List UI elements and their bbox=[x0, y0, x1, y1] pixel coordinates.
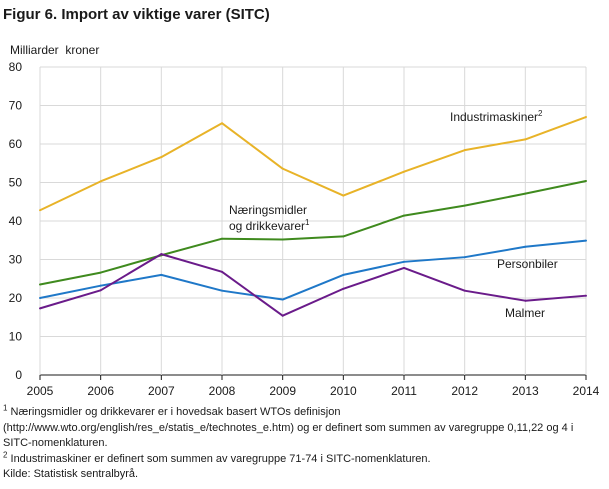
data-point bbox=[281, 314, 284, 317]
x-tick-label: 2009 bbox=[269, 384, 296, 398]
x-tick-label: 2007 bbox=[148, 384, 175, 398]
y-tick-label: 10 bbox=[9, 330, 23, 344]
data-point bbox=[39, 297, 41, 299]
data-point bbox=[160, 156, 163, 159]
y-tick-label: 0 bbox=[15, 368, 22, 382]
data-point bbox=[99, 284, 102, 287]
data-point bbox=[403, 266, 405, 269]
footnote-2-text: Industrimaskiner er definert som summen … bbox=[7, 452, 431, 465]
data-point bbox=[403, 170, 405, 173]
y-axis-label: Milliarder kroner bbox=[10, 43, 100, 57]
footnote-2: 2 Industrimaskiner er definert som summe… bbox=[3, 449, 603, 468]
source-note: Kilde: Statistisk sentralbyrå. bbox=[3, 468, 139, 480]
chart-title: Figur 6. Import av viktige varer (SITC) bbox=[3, 6, 270, 23]
footnote-2-mark: 2 bbox=[3, 449, 8, 459]
data-point bbox=[39, 283, 41, 286]
data-point bbox=[585, 179, 587, 182]
data-point bbox=[221, 122, 223, 125]
data-point bbox=[524, 245, 527, 248]
data-point bbox=[463, 256, 466, 259]
x-tick-label: 2011 bbox=[391, 384, 417, 398]
data-point bbox=[39, 209, 41, 212]
x-tick-label: 2012 bbox=[451, 384, 478, 398]
data-point bbox=[342, 235, 345, 238]
y-tick-label: 40 bbox=[9, 214, 23, 228]
series-label-0: Industrimaskiner2 bbox=[450, 109, 543, 124]
data-point bbox=[524, 192, 527, 195]
data-point bbox=[99, 180, 102, 183]
y-tick-label: 80 bbox=[9, 60, 23, 74]
data-point bbox=[99, 271, 102, 274]
data-point bbox=[281, 167, 284, 170]
data-point bbox=[342, 273, 345, 276]
series-line-3 bbox=[39, 253, 587, 317]
x-tick-label: 2013 bbox=[512, 384, 539, 398]
footnote-1: 1 Næringsmidler og drikkevarer er i hove… bbox=[3, 403, 603, 452]
data-point bbox=[221, 289, 223, 292]
data-point bbox=[463, 289, 466, 292]
series-line-0 bbox=[39, 116, 587, 212]
footnote-1-text: Næringsmidler og drikkevarer er i hoveds… bbox=[3, 406, 574, 449]
series-label-2: Personbiler bbox=[497, 257, 558, 271]
data-point bbox=[39, 307, 41, 310]
data-point bbox=[524, 138, 527, 141]
data-point bbox=[585, 116, 587, 119]
data-point bbox=[99, 289, 102, 292]
x-tick-label: 2014 bbox=[573, 384, 600, 398]
data-point bbox=[585, 239, 587, 242]
line-chart: 0 10 20 30 40 50 60 70 80 2005 2006 2007 2008 2009 20… bbox=[9, 60, 600, 398]
data-point bbox=[585, 294, 587, 297]
data-point bbox=[160, 273, 163, 276]
footnote-1-mark: 1 bbox=[3, 403, 8, 413]
series-label-3: Malmer bbox=[505, 306, 545, 320]
x-tick-label: 2005 bbox=[27, 384, 54, 398]
x-tick-label: 2010 bbox=[330, 384, 357, 398]
data-point bbox=[160, 253, 163, 256]
y-tick-label: 70 bbox=[9, 99, 23, 113]
y-tick-label: 60 bbox=[9, 137, 23, 151]
y-tick-label: 30 bbox=[9, 253, 23, 267]
series-line-1 bbox=[39, 179, 587, 286]
data-point bbox=[524, 299, 527, 302]
data-point bbox=[221, 237, 223, 240]
data-point bbox=[403, 214, 405, 217]
series-label-1: Næringsmidler og drikkevarer1 bbox=[229, 203, 310, 233]
y-tick-label: 50 bbox=[9, 176, 23, 190]
footnotes: 1 Næringsmidler og drikkevarer er i hove… bbox=[3, 403, 603, 483]
x-tick-label: 2006 bbox=[87, 384, 114, 398]
y-tick-label: 20 bbox=[9, 291, 23, 305]
data-point bbox=[342, 194, 345, 197]
data-point bbox=[403, 260, 405, 263]
data-point bbox=[463, 204, 466, 207]
data-point bbox=[281, 238, 284, 241]
series-line-2 bbox=[39, 239, 587, 301]
data-point bbox=[463, 149, 466, 152]
x-tick-label: 2008 bbox=[209, 384, 236, 398]
data-point bbox=[281, 298, 284, 301]
data-point bbox=[221, 270, 223, 273]
data-point bbox=[342, 287, 345, 290]
